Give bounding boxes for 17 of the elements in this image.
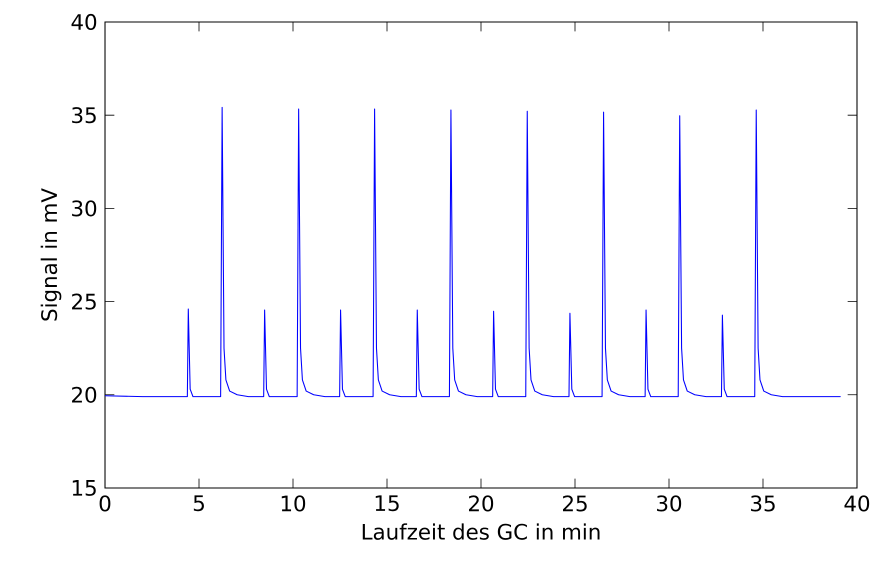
y-axis-title: Signal in mV bbox=[40, 188, 62, 321]
y-tick-label: 30 bbox=[72, 200, 96, 216]
y-tick-label: 40 bbox=[72, 14, 96, 30]
y-tick-label: 35 bbox=[72, 107, 96, 124]
x-tick-label: 10 bbox=[282, 495, 306, 512]
x-tick-label: 15 bbox=[376, 495, 399, 512]
y-tick-label: 20 bbox=[72, 386, 96, 403]
x-tick-label: 5 bbox=[194, 495, 204, 512]
x-tick-label: 25 bbox=[562, 495, 587, 512]
x-tick-label: 0 bbox=[100, 495, 110, 512]
x-axis-title: Laufzeit des GC in min bbox=[362, 523, 600, 540]
x-tick-label: 40 bbox=[844, 495, 870, 512]
y-tick-label: 25 bbox=[72, 294, 96, 310]
x-tick-label: 30 bbox=[657, 495, 682, 512]
x-tick-label: 20 bbox=[469, 495, 494, 512]
y-tick-label: 15 bbox=[72, 480, 96, 496]
x-tick-label: 35 bbox=[751, 495, 775, 512]
